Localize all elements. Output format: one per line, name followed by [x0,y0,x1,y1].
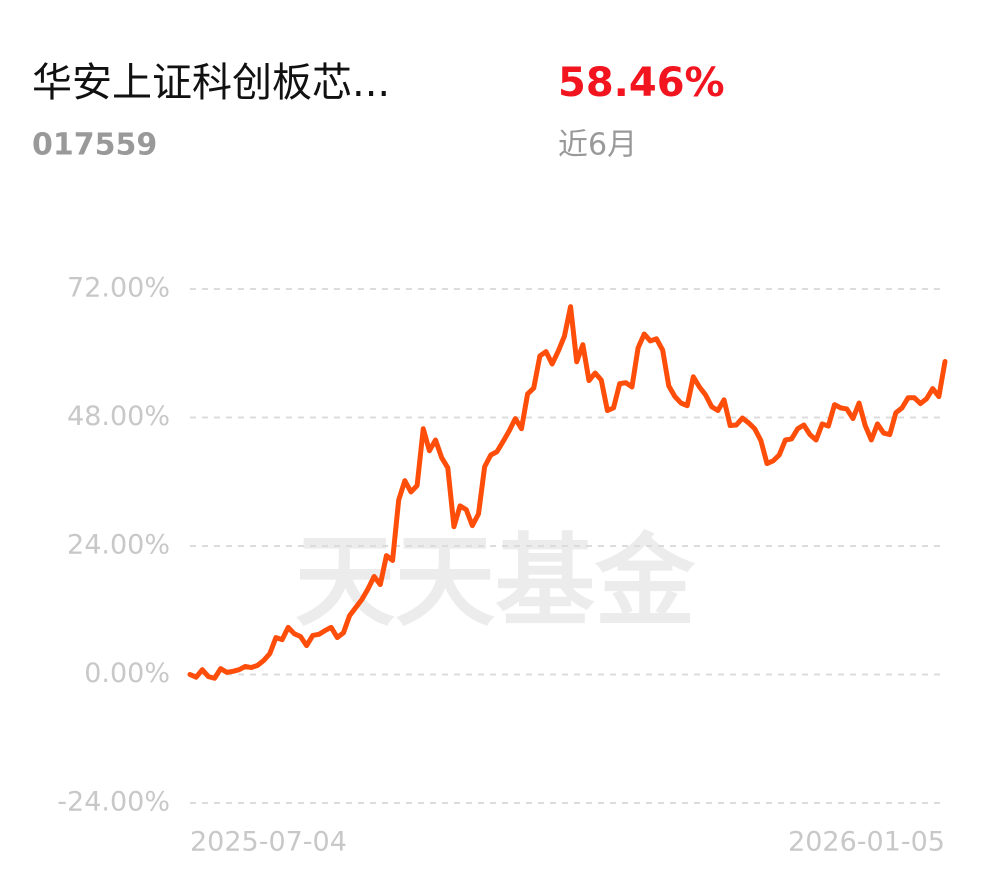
y-tick-label: 24.00% [67,530,170,561]
return-value: 58.46% [558,60,725,106]
watermark: 天天基金 [295,522,696,640]
y-tick-label: 0.00% [84,658,170,689]
line-series [187,304,948,681]
x-tick-label: 2025-07-04 [190,827,347,858]
y-tick-label: -24.00% [57,787,170,818]
fund-code: 017559 [32,128,157,163]
y-tick-label: 48.00% [67,401,170,432]
fund-name: 华安上证科创板芯... [32,60,390,106]
x-tick-label: 2026-01-05 [788,827,945,858]
y-tick-label: 72.00% [67,273,170,304]
period: 近6月 [558,128,637,163]
